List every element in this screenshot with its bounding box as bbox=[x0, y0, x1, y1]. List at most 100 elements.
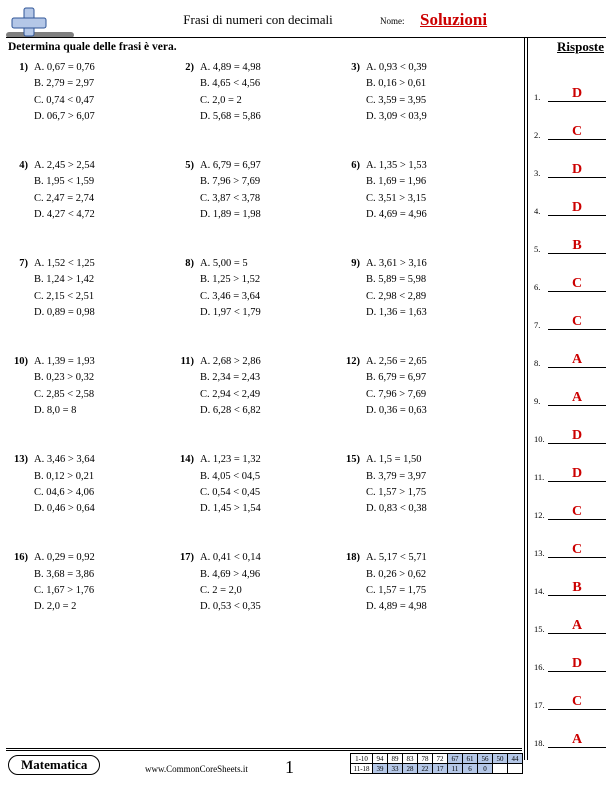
answer-blank: D bbox=[548, 656, 606, 672]
option: A. 0,29 = 0,92 bbox=[34, 550, 174, 566]
question: 8)A. 5,00 = 5B. 1,25 > 1,52C. 3,46 = 3,6… bbox=[174, 256, 340, 321]
answer-letter: C bbox=[572, 276, 582, 291]
score-row: 11-1839332822171160 bbox=[351, 764, 523, 774]
answer-row: 17.C bbox=[534, 672, 606, 710]
options: A. 1,35 > 1,53B. 1,69 = 1,96C. 3,51 > 3,… bbox=[366, 158, 506, 223]
score-cell: 6 bbox=[463, 764, 478, 774]
answer-blank: A bbox=[548, 618, 606, 634]
answer-number: 5. bbox=[534, 244, 548, 254]
option: A. 1,35 > 1,53 bbox=[366, 158, 506, 174]
answer-row: 13.C bbox=[534, 520, 606, 558]
answer-letter: A bbox=[572, 390, 582, 405]
answer-row: 10.D bbox=[534, 406, 606, 444]
questions-area: 1)A. 0,67 = 0,76B. 2,79 = 2,97C. 0,74 < … bbox=[8, 60, 508, 648]
option: B. 4,69 > 4,96 bbox=[200, 567, 340, 583]
option: C. 3,46 = 3,64 bbox=[200, 289, 340, 305]
score-cell: 17 bbox=[433, 764, 448, 774]
option: C. 1,57 > 1,75 bbox=[366, 485, 506, 501]
option: B. 3,68 = 3,86 bbox=[34, 567, 174, 583]
option: A. 1,39 = 1,93 bbox=[34, 354, 174, 370]
option: C. 0,54 < 0,45 bbox=[200, 485, 340, 501]
option: C. 04,6 > 4,06 bbox=[34, 485, 174, 501]
question: 14)A. 1,23 = 1,32B. 4,05 < 04,5C. 0,54 <… bbox=[174, 452, 340, 517]
answer-letter: C bbox=[572, 124, 582, 139]
option: C. 1,57 = 1,75 bbox=[366, 583, 506, 599]
options: A. 2,56 = 2,65B. 6,79 = 6,97C. 7,96 > 7,… bbox=[366, 354, 506, 419]
answer-letter: D bbox=[572, 466, 582, 481]
answer-blank: C bbox=[548, 504, 606, 520]
options: A. 1,5 = 1,50B. 3,79 = 3,97C. 1,57 > 1,7… bbox=[366, 452, 506, 517]
score-cell: 22 bbox=[418, 764, 433, 774]
question: 9)A. 3,61 > 3,16B. 5,89 = 5,98C. 2,98 < … bbox=[340, 256, 506, 321]
answer-number: 10. bbox=[534, 434, 548, 444]
option: D. 0,36 = 0,63 bbox=[366, 403, 506, 419]
name-label: Nome: bbox=[380, 16, 405, 26]
answer-row: 18.A bbox=[534, 710, 606, 748]
question-number: 8) bbox=[174, 256, 200, 321]
answer-row: 12.C bbox=[534, 482, 606, 520]
answers-header: Risposte bbox=[557, 39, 604, 55]
options: A. 1,23 = 1,32B. 4,05 < 04,5C. 0,54 < 0,… bbox=[200, 452, 340, 517]
option: C. 2,47 = 2,74 bbox=[34, 191, 174, 207]
options: A. 2,68 > 2,86B. 2,34 = 2,43C. 2,94 < 2,… bbox=[200, 354, 340, 419]
answer-number: 3. bbox=[534, 168, 548, 178]
page-number: 1 bbox=[285, 757, 294, 778]
question: 1)A. 0,67 = 0,76B. 2,79 = 2,97C. 0,74 < … bbox=[8, 60, 174, 125]
option: B. 1,24 > 1,42 bbox=[34, 272, 174, 288]
answer-blank: D bbox=[548, 200, 606, 216]
answer-blank: C bbox=[548, 124, 606, 140]
option: B. 2,79 = 2,97 bbox=[34, 76, 174, 92]
answer-row: 6. C bbox=[534, 254, 606, 292]
score-cell: 89 bbox=[388, 754, 403, 764]
question: 11)A. 2,68 > 2,86B. 2,34 = 2,43C. 2,94 <… bbox=[174, 354, 340, 419]
score-cell: 56 bbox=[478, 754, 493, 764]
answer-row: 1.D bbox=[534, 64, 606, 102]
question-number: 15) bbox=[340, 452, 366, 517]
option: D. 1,36 = 1,63 bbox=[366, 305, 506, 321]
answer-blank: C bbox=[548, 314, 606, 330]
option: C. 1,67 > 1,76 bbox=[34, 583, 174, 599]
option: B. 4,05 < 04,5 bbox=[200, 469, 340, 485]
option: D. 4,69 = 4,96 bbox=[366, 207, 506, 223]
options: A. 3,61 > 3,16B. 5,89 = 5,98C. 2,98 < 2,… bbox=[366, 256, 506, 321]
option: B. 1,25 > 1,52 bbox=[200, 272, 340, 288]
option: B. 0,26 > 0,62 bbox=[366, 567, 506, 583]
answer-row: 2.C bbox=[534, 102, 606, 140]
answer-blank: D bbox=[548, 428, 606, 444]
score-cell: 33 bbox=[388, 764, 403, 774]
option: A. 2,56 = 2,65 bbox=[366, 354, 506, 370]
option: D. 0,46 > 0,64 bbox=[34, 501, 174, 517]
option: C. 2,98 < 2,89 bbox=[366, 289, 506, 305]
option: A. 5,17 < 5,71 bbox=[366, 550, 506, 566]
answer-number: 12. bbox=[534, 510, 548, 520]
question: 4)A. 2,45 > 2,54B. 1,95 < 1,59C. 2,47 = … bbox=[8, 158, 174, 223]
score-cell bbox=[493, 764, 508, 774]
option: C. 2,85 < 2,58 bbox=[34, 387, 174, 403]
question-number: 5) bbox=[174, 158, 200, 223]
answer-letter: B bbox=[572, 580, 581, 595]
score-row: 1-1094898378726761565044 bbox=[351, 754, 523, 764]
question-number: 6) bbox=[340, 158, 366, 223]
option: C. 0,74 < 0,47 bbox=[34, 93, 174, 109]
answer-row: 5. B bbox=[534, 216, 606, 254]
option: B. 1,95 < 1,59 bbox=[34, 174, 174, 190]
question-row: 16)A. 0,29 = 0,92B. 3,68 = 3,86C. 1,67 >… bbox=[8, 550, 508, 615]
option: B. 1,69 = 1,96 bbox=[366, 174, 506, 190]
answer-number: 6. bbox=[534, 282, 548, 292]
options: A. 6,79 = 6,97B. 7,96 > 7,69C. 3,87 < 3,… bbox=[200, 158, 340, 223]
option: C. 2,15 < 2,51 bbox=[34, 289, 174, 305]
question: 7)A. 1,52 < 1,25B. 1,24 > 1,42C. 2,15 < … bbox=[8, 256, 174, 321]
answer-blank: C bbox=[548, 542, 606, 558]
option: D. 1,97 < 1,79 bbox=[200, 305, 340, 321]
question: 5)A. 6,79 = 6,97B. 7,96 > 7,69C. 3,87 < … bbox=[174, 158, 340, 223]
options: A. 0,41 < 0,14B. 4,69 > 4,96C. 2 = 2,0D.… bbox=[200, 550, 340, 615]
option: A. 2,45 > 2,54 bbox=[34, 158, 174, 174]
answer-blank: B bbox=[548, 580, 606, 596]
option: D. 06,7 > 6,07 bbox=[34, 109, 174, 125]
option: D. 3,09 < 03,9 bbox=[366, 109, 506, 125]
answer-letter: B bbox=[572, 238, 581, 253]
option: D. 0,53 < 0,35 bbox=[200, 599, 340, 615]
option: D. 5,68 = 5,86 bbox=[200, 109, 340, 125]
option: A. 6,79 = 6,97 bbox=[200, 158, 340, 174]
answer-blank: A bbox=[548, 352, 606, 368]
